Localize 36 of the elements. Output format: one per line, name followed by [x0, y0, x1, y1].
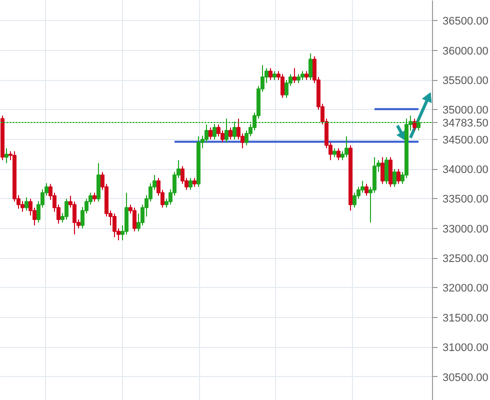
- candlestick: [208, 127, 212, 140]
- y-tick-label: 36000.00: [442, 45, 488, 58]
- candlestick: [112, 213, 116, 238]
- y-tick-label: 30500.00: [442, 372, 488, 384]
- candlestick: [364, 183, 368, 196]
- candlestick: [344, 136, 348, 158]
- candlestick: [388, 156, 392, 188]
- candlestick: [392, 168, 396, 188]
- candlestick: [336, 148, 340, 161]
- candlestick: [228, 127, 232, 140]
- candlestick: [64, 198, 68, 220]
- y-tick-label: 32500.00: [442, 253, 488, 266]
- candlestick: [308, 52, 312, 81]
- y-tick-label: 36500.00: [442, 16, 488, 28]
- candlestick: [412, 118, 416, 131]
- candlestick: [292, 68, 296, 84]
- ref-line-label: 34783.50: [442, 118, 488, 130]
- candlestick: [96, 162, 100, 202]
- y-tick-label: 32000.00: [442, 282, 488, 295]
- candlestick: [280, 74, 284, 98]
- y-tick-label: 33000.00: [442, 223, 488, 236]
- y-tick-label: 33500.00: [442, 194, 488, 206]
- candlestick: [132, 207, 136, 232]
- candlestick: [380, 156, 384, 184]
- y-tick-label: 35500.00: [442, 75, 488, 88]
- y-tick-label: 34500.00: [442, 134, 488, 146]
- y-tick-label: 34000.00: [442, 164, 488, 176]
- candlestick: [396, 168, 400, 184]
- y-tick-label: 31500.00: [442, 312, 488, 324]
- candlestick: [4, 148, 8, 164]
- y-tick-label: 35000.00: [442, 104, 488, 117]
- candlestick: [268, 68, 272, 81]
- candlestick: [384, 156, 388, 184]
- candlestick: [24, 197, 28, 212]
- candlestick: [188, 177, 192, 190]
- y-tick-label: 31000.00: [442, 342, 488, 354]
